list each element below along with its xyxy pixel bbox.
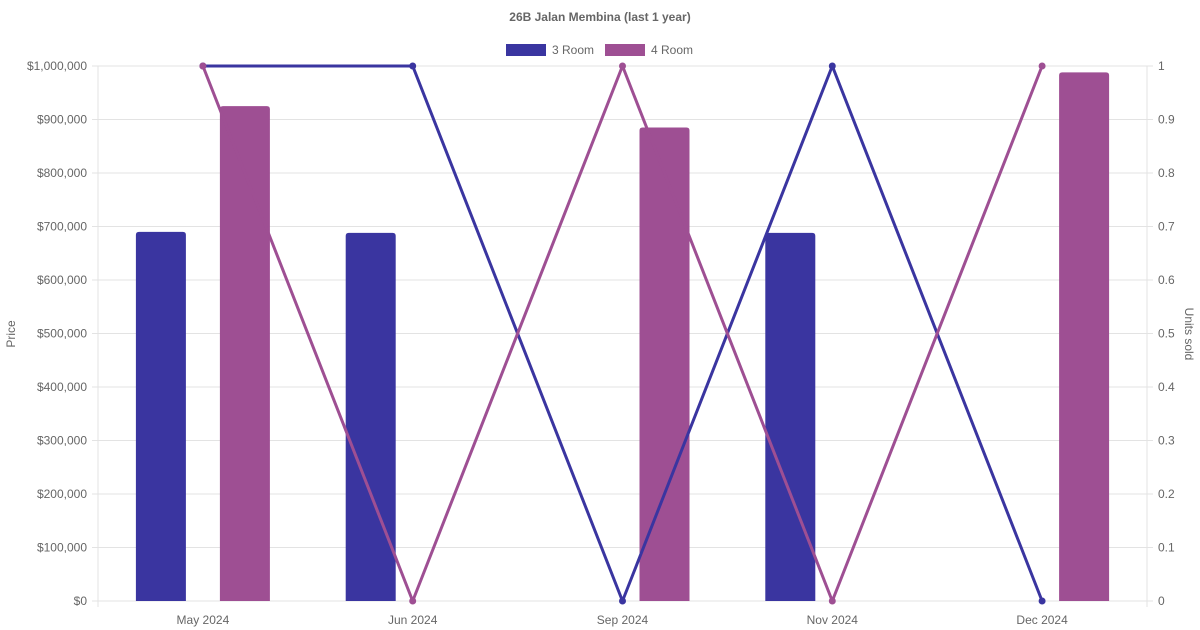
line-point[interactable] [409, 597, 417, 605]
y-right-tick-label: 0.2 [1158, 487, 1175, 501]
x-tick-label: Dec 2024 [1016, 613, 1068, 627]
y-right-tick-label: 1 [1158, 59, 1165, 73]
x-axis: May 2024 Jun 2024 Sep 2024 Nov 2024 Dec 2024 [177, 613, 1069, 627]
line-point[interactable] [409, 62, 417, 70]
y-right-tick-label: 0.7 [1158, 220, 1175, 234]
legend[interactable]: 3 Room 4 Room [506, 43, 693, 57]
line-point[interactable] [828, 62, 836, 70]
line-point[interactable] [1038, 597, 1046, 605]
bar-4-room[interactable] [1059, 72, 1110, 602]
y-axis-left-title: Price [4, 320, 18, 348]
y-right-tick-label: 0.8 [1158, 166, 1175, 180]
bar-4-room[interactable] [639, 127, 690, 602]
x-tick-label: Jun 2024 [388, 613, 438, 627]
x-tick-label: Sep 2024 [597, 613, 649, 627]
bar-3-room[interactable] [345, 232, 396, 602]
y-left-tick-label: $0 [74, 594, 88, 608]
y-left-tick-label: $400,000 [37, 380, 87, 394]
legend-label-4-room: 4 Room [651, 43, 693, 57]
legend-label-3-room: 3 Room [552, 43, 594, 57]
y-right-tick-label: 0.4 [1158, 380, 1175, 394]
y-right-tick-label: 0.3 [1158, 434, 1175, 448]
line-point[interactable] [1038, 62, 1046, 70]
line-point[interactable] [619, 62, 626, 70]
bar-3-room[interactable] [135, 231, 186, 601]
y-right-tick-label: 0.6 [1158, 273, 1175, 287]
bar-3-room[interactable] [765, 232, 816, 602]
x-tick-label: Nov 2024 [807, 613, 859, 627]
y-left-tick-label: $200,000 [37, 487, 87, 501]
y-left-tick-label: $600,000 [37, 273, 87, 287]
line-point[interactable] [199, 62, 207, 70]
x-tick-label: May 2024 [177, 613, 230, 627]
lines [199, 62, 1046, 605]
y-left-tick-label: $100,000 [37, 541, 87, 555]
y-left-tick-label: $700,000 [37, 220, 87, 234]
y-axis-left: $0 $100,000 $200,000 $300,000 $400,000 $500,0… [27, 59, 87, 608]
y-left-tick-label: $900,000 [37, 113, 87, 127]
bars [135, 72, 1110, 602]
y-left-tick-label: $300,000 [37, 434, 87, 448]
y-right-tick-label: 0.9 [1158, 113, 1175, 127]
legend-swatch-4-room [605, 44, 645, 56]
legend-swatch-3-room [506, 44, 546, 56]
y-left-tick-label: $800,000 [37, 166, 87, 180]
bar-4-room[interactable] [219, 106, 270, 601]
chart-title: 26B Jalan Membina (last 1 year) [509, 10, 690, 24]
y-right-tick-label: 0 [1158, 594, 1165, 608]
y-right-tick-label: 0.1 [1158, 541, 1175, 555]
y-left-tick-label: $1,000,000 [27, 59, 87, 73]
line-point[interactable] [828, 597, 836, 605]
y-left-tick-label: $500,000 [37, 327, 87, 341]
y-right-tick-label: 0.5 [1158, 327, 1175, 341]
line-point[interactable] [619, 597, 626, 605]
y-axis-right: 0 0.1 0.2 0.3 0.4 0.5 0.6 0.7 0.8 0.9 1 [1158, 59, 1175, 608]
y-axis-right-title: Units sold [1182, 308, 1196, 361]
